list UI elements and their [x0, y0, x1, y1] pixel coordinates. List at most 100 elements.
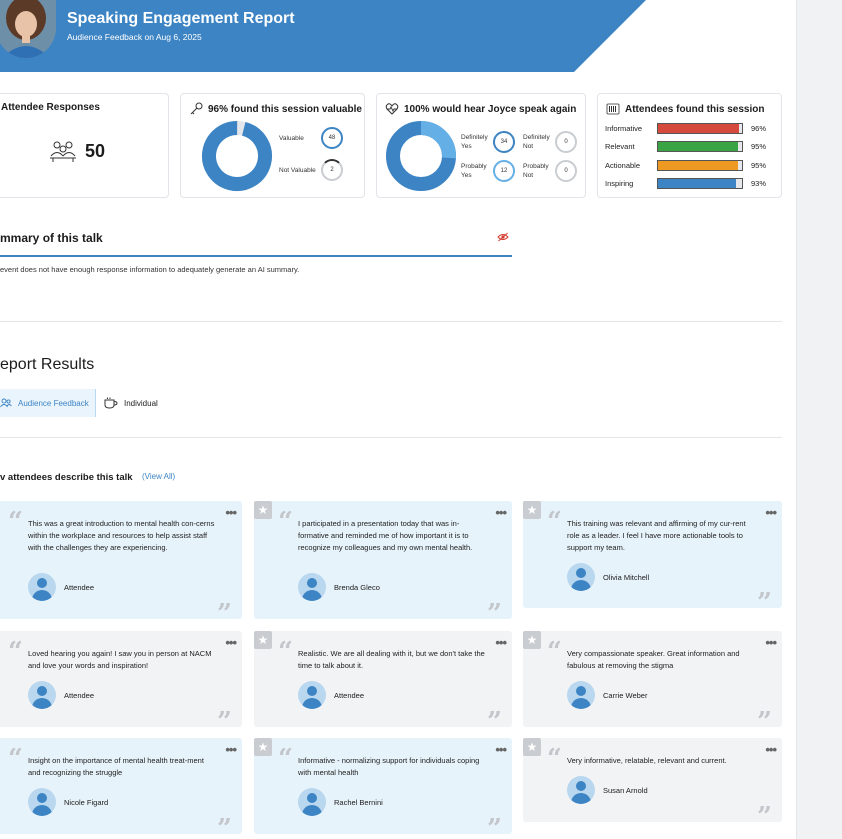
- legend-definitely-yes: Definitely Yes 34: [461, 131, 515, 153]
- user-avatar-icon: [298, 681, 326, 709]
- more-options-icon[interactable]: •••: [765, 505, 777, 520]
- bar-track: [657, 140, 743, 152]
- more-options-icon[interactable]: •••: [495, 505, 507, 520]
- page-title: Speaking Engagement Report: [67, 10, 295, 27]
- tab-individual[interactable]: Individual: [104, 389, 158, 417]
- bar-percent: 96%: [751, 123, 767, 133]
- open-quote-icon: “: [547, 744, 562, 774]
- section-divider: [0, 321, 782, 322]
- hide-summary-icon[interactable]: [497, 232, 509, 242]
- quote-card: ••• “Insight on the importance of mental …: [0, 738, 242, 834]
- valuable-donut-chart: [201, 120, 273, 197]
- close-quote-icon: ”: [217, 709, 232, 725]
- more-options-icon[interactable]: •••: [225, 742, 237, 757]
- author-name: Rachel Bernini: [334, 797, 383, 807]
- quote-author: Attendee: [298, 681, 364, 709]
- legend-value: 34: [493, 131, 515, 153]
- legend-label: Probably Yes: [461, 163, 487, 179]
- hear-again-donut-chart: [385, 120, 457, 197]
- star-icon[interactable]: ★: [523, 738, 541, 756]
- more-options-icon[interactable]: •••: [225, 635, 237, 650]
- audience-icon: [50, 141, 76, 162]
- found-bar-row: Relevant 95%: [605, 140, 766, 152]
- view-all-link[interactable]: (View All): [142, 472, 176, 481]
- quote-card: ★ ••• “This training was relevant and affi…: [523, 501, 782, 608]
- author-name: Olivia Mitchell: [603, 572, 650, 582]
- star-icon[interactable]: ★: [523, 501, 541, 519]
- describe-title: v attendees describe this talk: [0, 472, 133, 483]
- quote-text: Very informative, relatable, relevant an…: [567, 756, 727, 765]
- summary-title: mmary of this talk: [0, 231, 103, 245]
- quote-author: Brenda Gleco: [298, 573, 380, 601]
- more-options-icon[interactable]: •••: [765, 635, 777, 650]
- close-quote-icon: ”: [757, 709, 772, 725]
- legend-label: Probably Not: [523, 163, 549, 179]
- close-quote-icon: ”: [217, 601, 232, 617]
- legend-value: 12: [493, 160, 515, 182]
- open-quote-icon: “: [8, 637, 23, 667]
- open-quote-icon: “: [278, 637, 293, 667]
- audience-tab-icon: [0, 398, 12, 408]
- star-icon[interactable]: ★: [254, 501, 272, 519]
- attendees-found-card: Attendees found this session Informative…: [597, 93, 782, 198]
- card-title: Attendee Responses: [1, 102, 100, 113]
- found-bar-row: Inspiring 93%: [605, 177, 766, 189]
- star-icon[interactable]: ★: [254, 631, 272, 649]
- quote-card: ••• “Loved hearing you again! I saw you i…: [0, 631, 242, 727]
- close-quote-icon: ”: [757, 590, 772, 606]
- card-title-text: Attendee Responses: [1, 102, 100, 113]
- quote-text: Informative - normalizing support for in…: [298, 756, 480, 777]
- author-name: Susan Arnold: [603, 785, 648, 795]
- report-header-banner: Speaking Engagement Report Audience Feed…: [0, 0, 796, 72]
- close-quote-icon: ”: [487, 709, 502, 725]
- tab-label: Audience Feedback: [18, 398, 89, 408]
- page-subtitle: Audience Feedback on Aug 6, 2025: [67, 32, 202, 42]
- hear-again-card: 100% would hear Joyce speak again Defini…: [376, 93, 586, 198]
- responses-count: 50: [85, 140, 106, 161]
- open-quote-icon: “: [278, 744, 293, 774]
- card-title: 96% found this session valuable: [189, 102, 362, 116]
- legend-value: 0: [555, 160, 577, 182]
- more-options-icon[interactable]: •••: [495, 742, 507, 757]
- quote-author: Rachel Bernini: [298, 788, 383, 816]
- author-name: Attendee: [64, 690, 95, 700]
- open-quote-icon: “: [547, 637, 562, 667]
- user-avatar-icon: [28, 681, 56, 709]
- tab-label: Individual: [124, 398, 158, 408]
- bar-label: Informative: [605, 123, 643, 133]
- open-quote-icon: “: [278, 507, 293, 537]
- author-name: Nicole Figard: [64, 797, 109, 807]
- more-options-icon[interactable]: •••: [225, 505, 237, 520]
- bar-fill: [658, 141, 738, 151]
- bar-track: [657, 122, 743, 134]
- quote-card: ★ ••• “ Very informative, relatable, releva…: [523, 738, 782, 822]
- legend-label: Not Valuable: [279, 166, 316, 174]
- quote-author: Attendee: [28, 573, 94, 601]
- bar-fill: [658, 178, 737, 188]
- report-page: Speaking Engagement Report Audience Feed…: [0, 0, 796, 834]
- close-quote-icon: ”: [487, 816, 502, 832]
- heartbeat-icon: [385, 103, 399, 115]
- legend-probably-not: Probably Not 0: [523, 160, 577, 182]
- bar-percent: 95%: [751, 160, 767, 170]
- bar-fill: [658, 123, 739, 133]
- legend-definitely-not: Definitely Not 0: [523, 131, 577, 153]
- star-icon[interactable]: ★: [254, 738, 272, 756]
- found-bar-row: Informative 96%: [605, 122, 766, 134]
- quote-author: Nicole Figard: [28, 788, 108, 816]
- quote-author: Olivia Mitchell: [567, 563, 649, 591]
- author-name: Brenda Gleco: [334, 582, 380, 592]
- user-avatar-icon: [567, 681, 595, 709]
- user-avatar-icon: [567, 563, 595, 591]
- user-avatar-icon: [298, 573, 326, 601]
- right-gutter: [796, 0, 842, 839]
- more-options-icon[interactable]: •••: [495, 635, 507, 650]
- author-name: Attendee: [334, 690, 365, 700]
- tab-audience-feedback[interactable]: Audience Feedback: [0, 389, 96, 417]
- section-divider: [0, 437, 782, 438]
- quote-text: This was a great introduction to mental …: [28, 519, 215, 552]
- bar-percent: 95%: [751, 141, 767, 151]
- user-avatar-icon: [28, 573, 56, 601]
- more-options-icon[interactable]: •••: [765, 742, 777, 757]
- star-icon[interactable]: ★: [523, 631, 541, 649]
